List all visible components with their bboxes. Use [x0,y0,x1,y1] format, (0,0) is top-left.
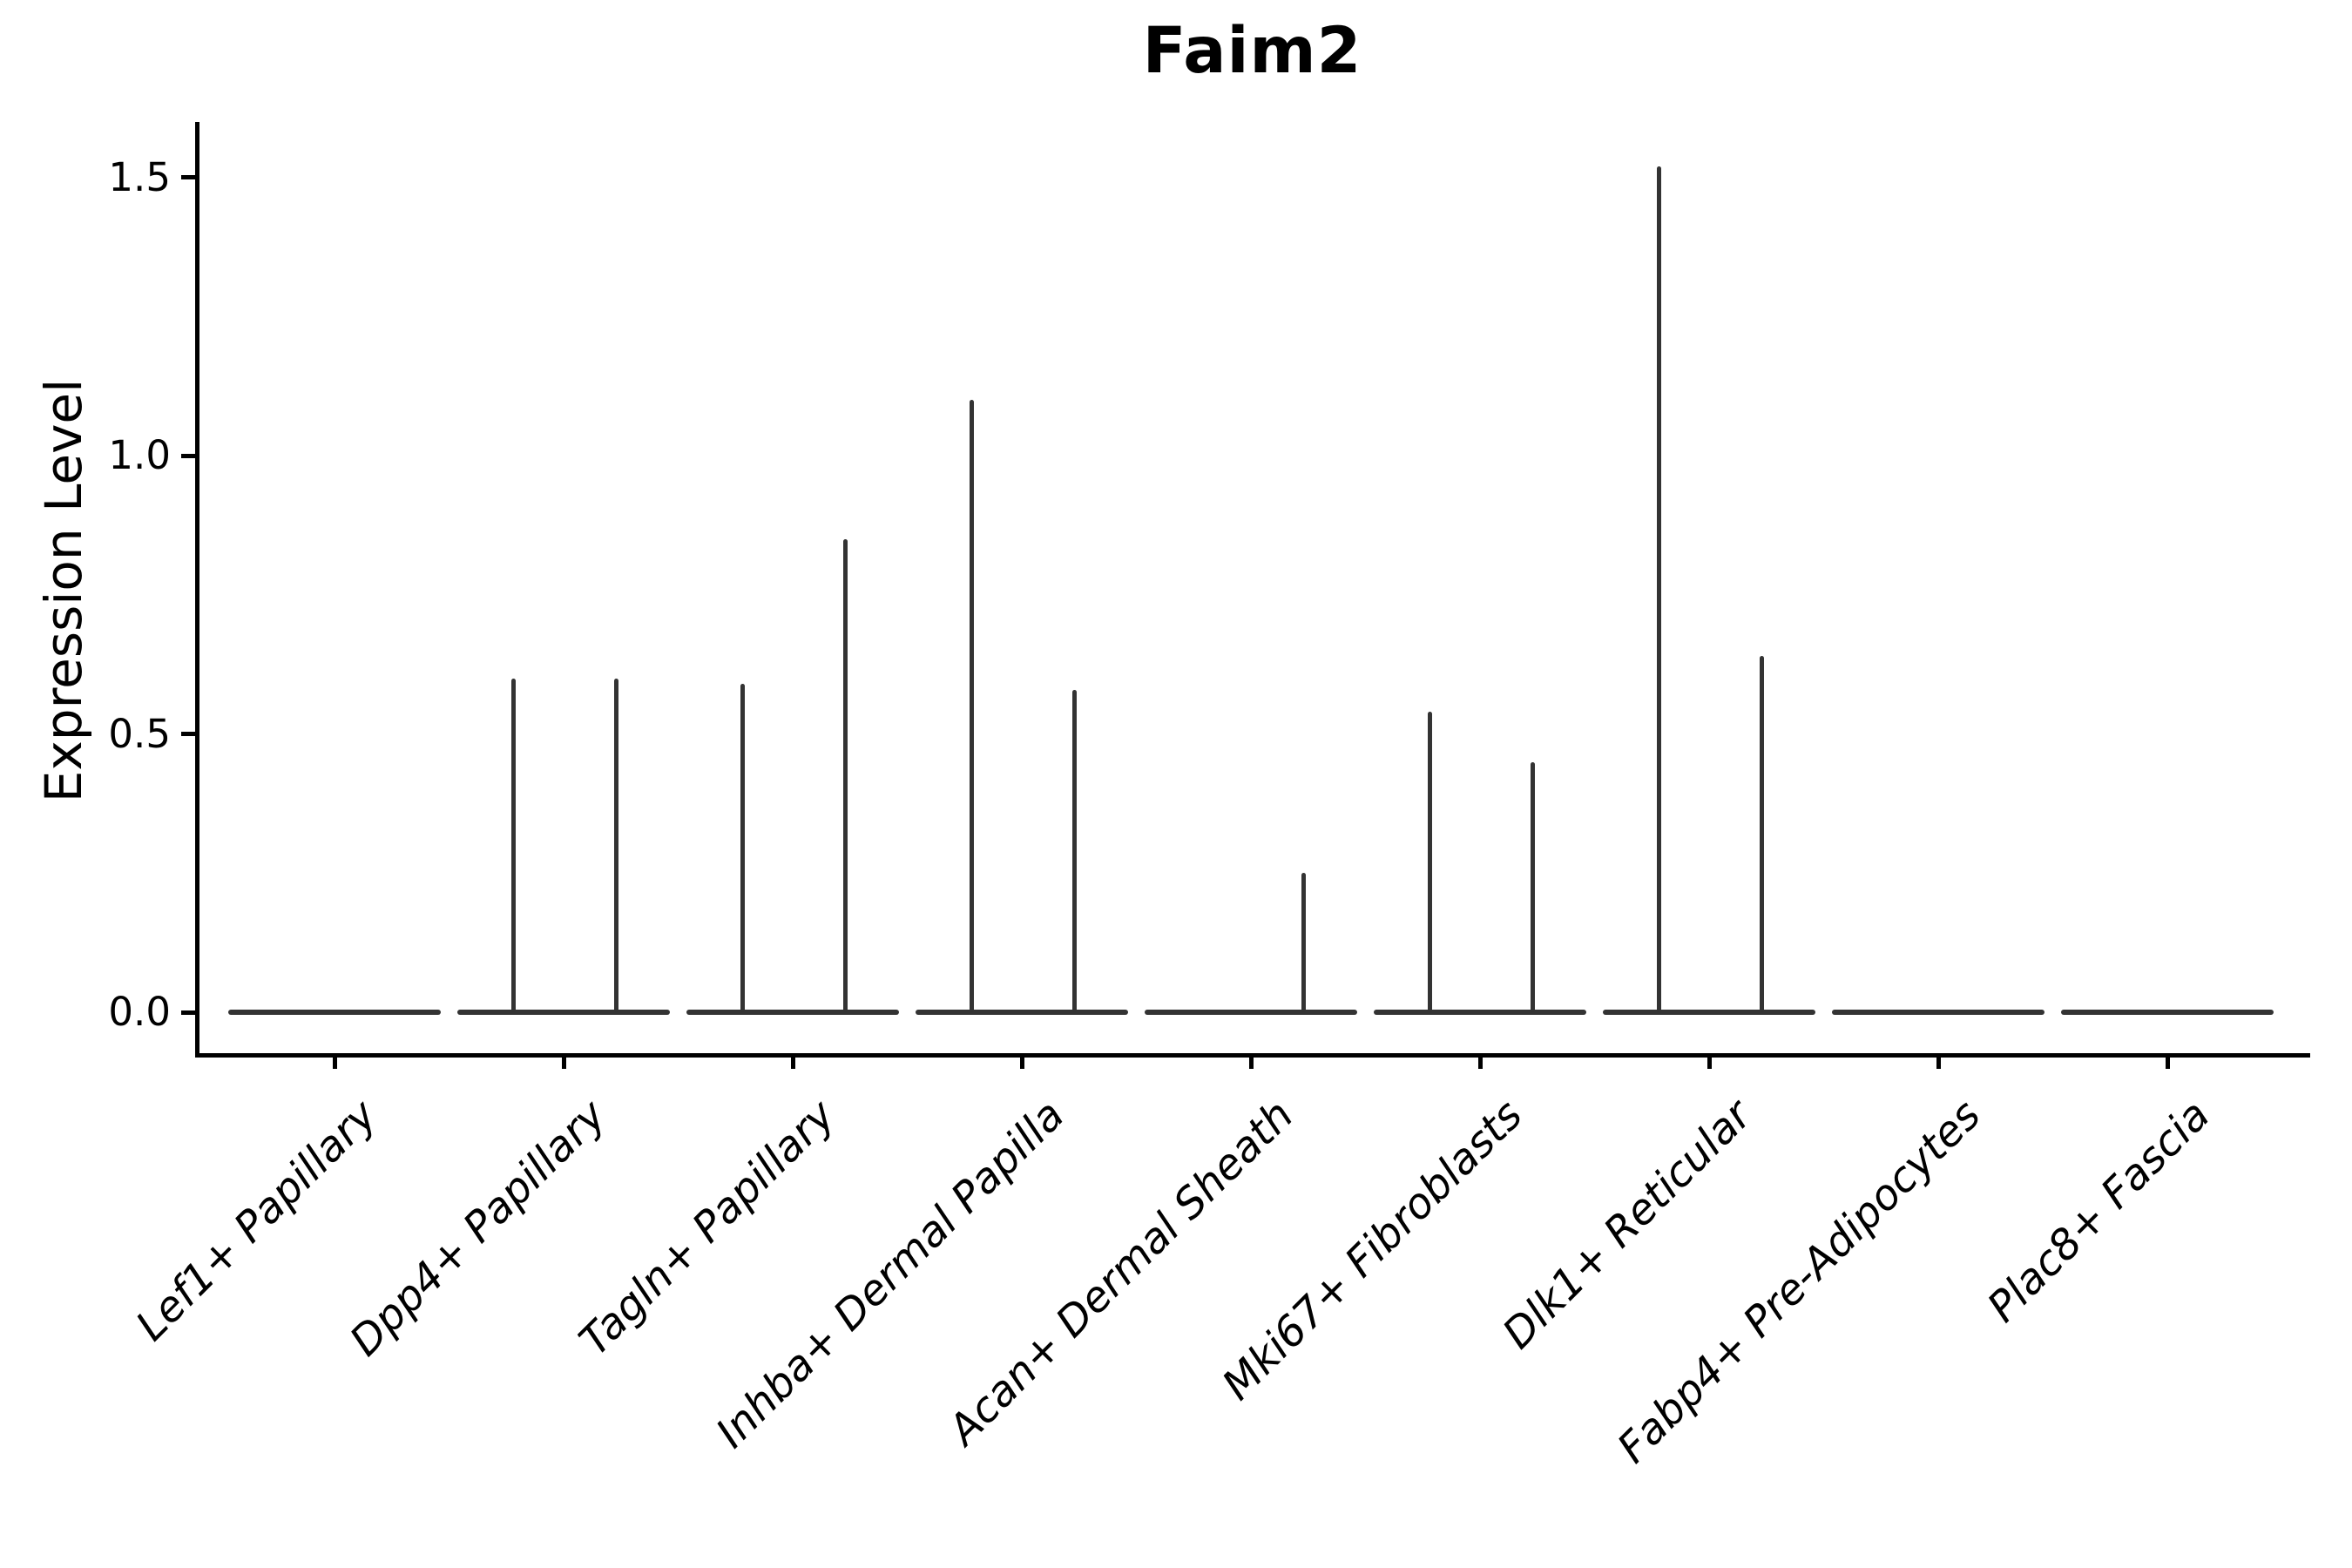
violin-body [2061,1010,2274,1015]
y-tick-label: 1.5 [108,153,171,200]
x-tick-label: Dlk1+ Reticular [1493,1091,1761,1359]
violin-body [457,1010,670,1015]
violin-spike [1071,689,1077,1012]
y-tick-mark [181,453,197,458]
violin-spike [510,678,516,1012]
x-tick-mark [1477,1053,1483,1069]
violin-spike [613,678,618,1012]
violin-spike [969,400,974,1012]
violin-spike [1656,166,1661,1012]
x-tick-mark [561,1053,566,1069]
y-tick-mark [181,175,197,180]
violin-body [686,1010,899,1015]
violin-body [916,1010,1128,1015]
x-tick-label: Lef1+ Papillary [126,1091,387,1351]
x-tick-mark [1936,1053,1941,1069]
violin-body [1145,1010,1357,1015]
violin-body [1832,1010,2044,1015]
y-tick-mark [181,1010,197,1015]
x-tick-mark [332,1053,337,1069]
y-tick-label: 1.0 [108,432,171,479]
y-tick-label: 0.0 [108,989,171,1035]
x-tick-mark [790,1053,795,1069]
y-tick-label: 0.5 [108,710,171,757]
violin-body [1374,1010,1586,1015]
x-tick-label: Plac8+ Fascia [1977,1091,2220,1332]
violin-body [1603,1010,1815,1015]
chart-title: Faim2 [1142,14,1362,88]
x-tick-label: Fabp4+ Pre-Adipocytes [1608,1091,1990,1473]
violin-body [228,1010,441,1015]
violin-spike [1427,712,1432,1012]
violin-spike [1759,656,1764,1012]
violin-spike [842,539,848,1012]
x-tick-label: Dpp4+ Papillary [341,1091,616,1366]
x-tick-mark [1707,1053,1712,1069]
y-axis-spine [195,122,199,1056]
violin-spike [1530,761,1535,1012]
x-tick-mark [2165,1053,2170,1069]
violin-spike [1301,873,1306,1012]
x-tick-mark [1248,1053,1254,1069]
x-tick-mark [1019,1053,1024,1069]
violin-spike [740,684,745,1012]
x-tick-label: Tagln+ Papillary [570,1091,845,1366]
y-tick-mark [181,732,197,737]
